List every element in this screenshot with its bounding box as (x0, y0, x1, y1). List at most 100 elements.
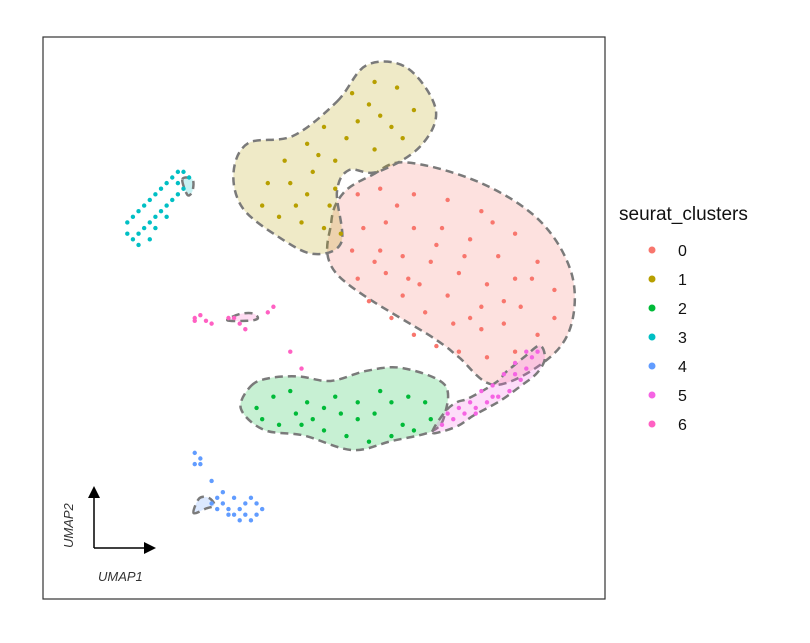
cluster-0-point (479, 304, 484, 309)
cluster-3-point (130, 214, 136, 220)
cluster-2-point (299, 422, 304, 427)
cluster-2-point (355, 400, 360, 405)
legend-items: 0 1 2 3 4 5 6 (648, 243, 687, 434)
cluster-1-point (259, 203, 265, 208)
cluster-1-point (288, 180, 293, 186)
cluster-0-point (512, 231, 518, 236)
cluster-4-point (198, 461, 203, 467)
cluster-6-point (288, 349, 293, 354)
cluster-0-point (552, 315, 557, 321)
cluster-5-point (490, 383, 495, 388)
umap2-arrow-head (88, 486, 100, 498)
cluster-5-point (524, 349, 529, 354)
cluster-4-point (254, 512, 259, 517)
cluster-3-point (175, 192, 181, 197)
cluster-5-point (529, 355, 535, 360)
cluster-6-point (231, 315, 237, 321)
cluster-0-point (361, 225, 366, 231)
cluster-5-point (535, 349, 540, 354)
cluster-3-point (164, 180, 169, 186)
cluster-4-point (248, 518, 254, 523)
cluster-3-point (147, 197, 152, 203)
cluster-1-point (372, 79, 377, 85)
cluster-5-point (456, 405, 462, 411)
cluster-3-point (170, 197, 175, 203)
cluster-5-point (473, 411, 478, 416)
cluster-1-point (276, 214, 282, 220)
cluster-0-point (512, 276, 518, 281)
cluster-0-point (400, 253, 405, 259)
cluster-0-point (552, 287, 557, 293)
cluster-0-point (355, 192, 360, 197)
cluster-4-point (198, 456, 203, 461)
plot-panel (42, 36, 606, 600)
cluster-4-point (209, 478, 214, 484)
cluster-3-point (164, 203, 169, 208)
cluster-0-point (501, 298, 507, 304)
cluster-5-point (439, 422, 445, 427)
cluster-3-point (141, 225, 147, 231)
cluster-0-point (428, 259, 433, 264)
cluster-1-point (378, 113, 383, 118)
cluster-3-point (158, 186, 164, 191)
cluster-0-point (479, 209, 484, 214)
cluster-0-point (451, 321, 456, 326)
cluster-5-point (501, 372, 507, 377)
cluster-0-point (378, 248, 383, 253)
cluster-2-point (338, 411, 344, 416)
legend-label-3: 3 (678, 330, 687, 347)
cluster-2-point (333, 394, 338, 399)
cluster-6-point (209, 321, 214, 326)
cluster-3-point (136, 242, 141, 248)
cluster-5-point (462, 411, 467, 416)
cluster-0-hull (325, 161, 577, 387)
cluster-0-point (456, 349, 462, 354)
cluster-0-point (411, 192, 417, 197)
cluster-0-point (445, 197, 450, 203)
cluster-0-point (467, 315, 473, 321)
legend-key-2 (648, 304, 656, 312)
cluster-2-point (389, 433, 394, 439)
cluster-1-point (400, 135, 405, 141)
cluster-4-point (259, 506, 265, 512)
cluster-3-point (153, 225, 158, 231)
cluster-4-point (209, 501, 214, 506)
cluster-0-point (394, 203, 400, 208)
cluster-0-point (496, 253, 501, 259)
cluster-0-point (366, 298, 372, 304)
cluster-6-point (203, 318, 209, 324)
cluster-1-point (282, 158, 287, 163)
cluster-5-point (467, 400, 473, 405)
cluster-4-point (254, 501, 259, 506)
cluster-0-point (518, 304, 523, 309)
cluster-1-point (327, 203, 332, 208)
cluster-3-point (141, 203, 147, 208)
cluster-5-point (451, 416, 456, 422)
cluster-0-point (479, 327, 484, 332)
cluster-0-point (406, 276, 411, 281)
legend-key-4 (648, 362, 656, 370)
cluster-2-point (428, 416, 433, 422)
cluster-3-point (158, 209, 164, 214)
legend-label-2: 2 (678, 301, 687, 318)
cluster-3-point (147, 220, 152, 225)
cluster-0-point (400, 293, 405, 298)
legend-label-6: 6 (678, 417, 687, 434)
cluster-2-point (366, 439, 372, 444)
cluster-1-point (333, 158, 338, 163)
cluster-1-point (299, 220, 304, 225)
legend-key-5 (648, 391, 656, 399)
cluster-3-point (181, 186, 186, 191)
legend-key-6 (648, 420, 656, 428)
cluster-1-point (304, 192, 310, 197)
cluster-3-point (153, 214, 158, 220)
cluster-4-point (237, 506, 242, 512)
cluster-1-point (316, 152, 321, 158)
cluster-1-point (321, 124, 327, 130)
cluster-3-point (181, 169, 186, 175)
cluster-0-point (383, 270, 389, 276)
cluster-hulls (181, 60, 577, 515)
cluster-4-point (226, 512, 231, 517)
cluster-4-hull (192, 495, 216, 515)
cluster-0-point (456, 270, 462, 276)
